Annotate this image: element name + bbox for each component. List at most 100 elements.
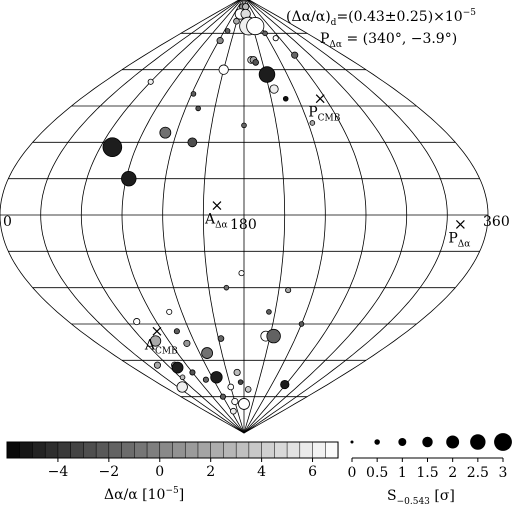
colorbar-segment	[223, 441, 237, 459]
colorbar-tick-label: 2	[206, 464, 215, 480]
pole-markers: PΔα AΔα PCMB ACMB	[144, 94, 470, 356]
colorbar-segment	[197, 441, 212, 459]
colorbar-segment	[134, 441, 148, 459]
colorbar-segment	[108, 441, 123, 459]
dipole-pole-text: PΔα = (340°, −3.9°)	[320, 31, 457, 50]
data-point	[201, 347, 213, 359]
data-point	[282, 95, 289, 102]
colorbar-segment	[32, 441, 46, 459]
significance-size-legend: 0 0.5 1 1.5 2 2.5 3	[348, 433, 512, 481]
data-point	[224, 28, 231, 34]
colorbar-tick-label: 6	[308, 464, 317, 480]
data-point	[241, 122, 247, 129]
data-point	[102, 137, 123, 157]
data-point	[219, 393, 226, 400]
data-point	[231, 397, 239, 406]
colorbar-segment	[159, 441, 174, 459]
colorbar-segment	[57, 441, 72, 459]
sizebar-tick-label: 1.5	[416, 465, 438, 481]
color-scale-bar: −4 −2 0 2 4 6	[6, 441, 339, 480]
antipole-cmb-label: ACMB	[144, 337, 178, 356]
lon-center-label: 180	[230, 217, 257, 233]
data-points	[102, 3, 316, 415]
colorbar-segment	[286, 441, 301, 459]
colorbar-tick-label: 0	[155, 464, 164, 480]
data-point	[190, 91, 197, 97]
data-point	[233, 368, 241, 377]
colorbar-segment	[44, 441, 59, 459]
data-point	[309, 120, 316, 126]
data-point	[183, 339, 191, 347]
meridian-line	[243, 0, 448, 434]
data-point	[246, 17, 265, 36]
sizebar-symbol	[374, 439, 380, 445]
data-point	[217, 335, 225, 342]
pole-dipole-label: PΔα	[448, 230, 470, 249]
colorbar-segment	[261, 441, 275, 459]
sizebar-tick-label: 3	[499, 465, 508, 481]
sizebar-symbol	[350, 440, 354, 444]
antipole-dipole-cross	[212, 201, 222, 210]
data-point	[173, 328, 180, 335]
data-point	[202, 376, 209, 383]
data-point	[210, 371, 223, 384]
lon-right-label: 360	[483, 214, 510, 230]
sizebar-symbol	[422, 436, 433, 448]
data-point	[244, 386, 252, 393]
sizebar-tick-label: 2	[448, 465, 457, 481]
colorbar-segment	[274, 441, 288, 459]
colorbar-segment	[6, 441, 21, 459]
data-point	[176, 381, 188, 393]
colorbar-segment	[19, 441, 34, 459]
colorbar-tick-label: −2	[99, 464, 120, 480]
data-point	[171, 361, 184, 374]
antipole-dipole-label: AΔα	[204, 212, 228, 231]
sizebar-tick-label: 1	[398, 465, 407, 481]
sizebar-tick-label: 0.5	[366, 465, 388, 481]
data-point	[187, 137, 198, 148]
data-point	[272, 35, 279, 42]
colorbar-segment	[235, 441, 250, 459]
sizebar-label: S−0.543 [σ]	[387, 488, 455, 507]
sizebar-symbol	[494, 433, 512, 451]
sizebar-tick-label: 0	[348, 465, 357, 481]
colorbar-frame	[6, 441, 339, 459]
data-point	[189, 369, 196, 376]
sizebar-symbol	[470, 434, 486, 450]
colorbar-segment	[172, 441, 186, 459]
colorbar-segment	[146, 441, 161, 459]
lon-left-label: 0	[3, 214, 12, 230]
data-point	[280, 379, 290, 390]
colorbar-segment	[70, 441, 84, 459]
data-point	[153, 361, 162, 369]
pole-cmb-label: PCMB	[308, 105, 341, 124]
dipole-amplitude-text: (Δα/α)d=(0.43±0.25)×10−5	[286, 8, 476, 28]
sizebar-tick-label: 2.5	[467, 465, 489, 481]
data-point	[237, 379, 244, 385]
data-point	[291, 51, 299, 59]
antipole-cmb-cross	[152, 326, 162, 336]
data-point	[149, 335, 162, 347]
data-point	[147, 78, 154, 85]
data-point	[159, 126, 172, 139]
sizebar-symbol	[446, 435, 460, 449]
colorbar-segment	[184, 441, 199, 459]
data-point	[216, 37, 224, 45]
colorbar-segment	[325, 441, 339, 459]
colorbar-segment	[210, 441, 224, 459]
data-point	[266, 309, 272, 315]
colorbar-label: Δα/α [10−5]	[104, 486, 184, 503]
data-point	[223, 284, 230, 291]
colorbar-segment	[312, 441, 326, 459]
map-axis-labels: 0 180 360	[3, 214, 510, 233]
data-point	[166, 308, 173, 315]
data-point	[262, 30, 268, 37]
data-point	[195, 105, 201, 112]
colorbar-segment	[83, 441, 97, 459]
data-point	[238, 270, 245, 277]
pole-cmb-cross	[315, 94, 325, 104]
sizebar-symbol	[398, 438, 407, 446]
data-point	[179, 374, 186, 381]
data-point	[252, 59, 259, 66]
